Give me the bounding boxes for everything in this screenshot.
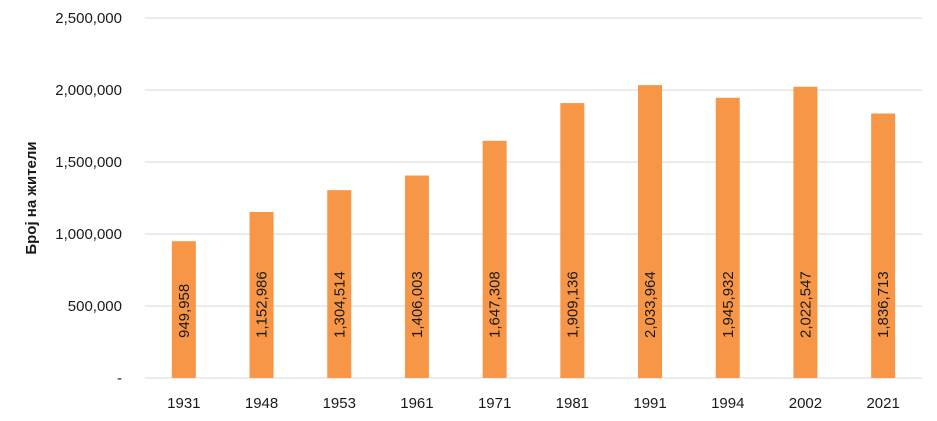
y-tick-label: 1,000,000 [55,226,122,243]
data-label: 949,958 [176,284,193,338]
bar-1971 [482,140,507,378]
bar-1961 [404,175,429,378]
data-label: 1,836,713 [875,271,892,338]
bar-2021 [871,113,896,378]
data-label: 2,022,547 [797,271,814,338]
bar-1994 [715,97,740,378]
x-tick-label: 1981 [556,395,589,412]
x-tick-label: 1953 [323,395,356,412]
x-tick-label: 1961 [400,395,433,412]
y-tick-label: 1,500,000 [55,154,122,171]
x-tick-label: 1931 [167,395,200,412]
data-label: 1,945,932 [720,271,737,338]
x-tick-label: 2021 [866,395,899,412]
y-axis-ticks: - 500,000 1,000,000 1,500,000 2,000,000 2,500… [55,10,122,387]
x-tick-label: 1948 [245,395,278,412]
x-tick-label: 1991 [633,395,666,412]
y-tick-label: - [117,370,122,387]
x-tick-label: 1994 [711,395,744,412]
y-axis-title: Број на жители [23,141,40,254]
bar-1981 [560,103,585,379]
data-label: 1,152,986 [254,271,271,338]
bar-1948 [249,211,274,378]
bar-2002 [793,86,818,378]
y-tick-label: 500,000 [68,298,122,315]
bars: 949,958 1,152,986 1,304,514 1,406,003 1,647,… [171,85,896,379]
x-axis-ticks: 1931 1948 1953 1961 1971 1981 1991 1994 2002 2021 [167,395,900,412]
gridlines [145,17,922,379]
data-label: 1,304,514 [331,271,348,338]
y-tick-label: 2,000,000 [55,82,122,99]
x-tick-label: 1971 [478,395,511,412]
data-label: 2,033,964 [642,271,659,338]
data-label: 1,406,003 [409,271,426,338]
y-tick-label: 2,500,000 [55,10,122,27]
data-label: 1,647,308 [487,271,504,338]
bar-1931 [171,241,196,378]
bar-1991 [638,85,663,378]
bar-1953 [327,190,352,378]
x-tick-label: 2002 [789,395,822,412]
data-label: 1,909,136 [564,271,581,338]
